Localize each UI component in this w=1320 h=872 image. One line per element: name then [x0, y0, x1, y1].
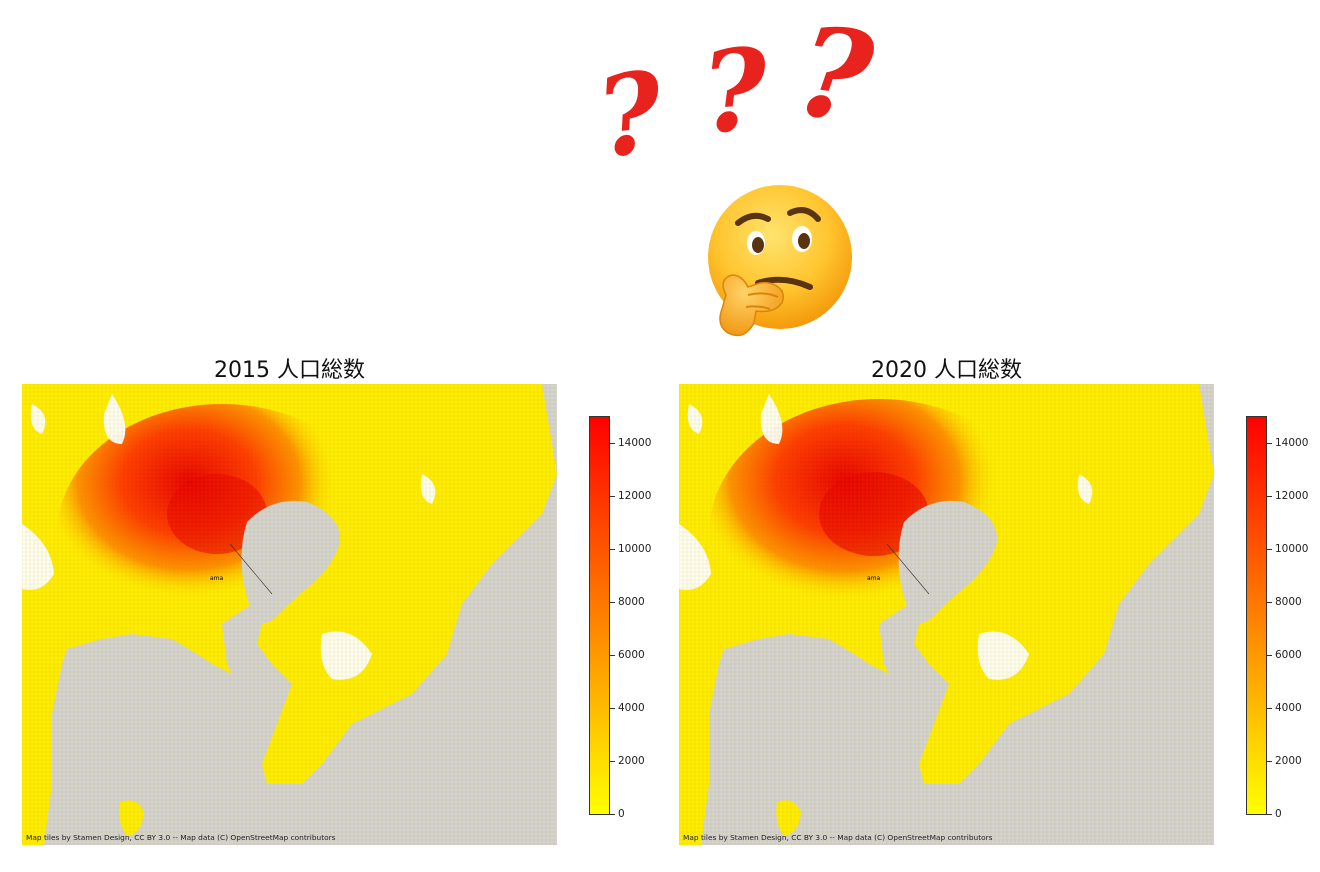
place-label: ama [210, 575, 224, 582]
colorbar-tick-label: 10000 [618, 543, 652, 555]
place-label: ama [867, 575, 881, 582]
colorbar-tick-label: 10000 [1275, 543, 1309, 555]
colorbar-tick-label: 4000 [618, 702, 645, 714]
map-panel-2015: 2015 人口総数 [22, 352, 662, 852]
map-title: 2020 人口総数 [871, 358, 1022, 383]
map-panel-2020: 2020 人口総数 [679, 352, 1319, 852]
colorbar-tick-label: 14000 [1275, 437, 1309, 449]
map-attribution: Map tiles by Stamen Design, CC BY 3.0 --… [26, 833, 336, 842]
heatmap-canvas: ama [22, 384, 557, 845]
colorbar-tick-label: 0 [618, 808, 625, 820]
question-mark-1: ? [589, 46, 672, 183]
question-mark-2: ? [697, 23, 773, 160]
map-attribution: Map tiles by Stamen Design, CC BY 3.0 --… [683, 833, 993, 842]
colorbar-tick-label: 2000 [1275, 755, 1302, 767]
colorbar-tick-label: 8000 [1275, 596, 1302, 608]
colorbar-tick-label: 0 [1275, 808, 1282, 820]
colorbar-tick-label: 2000 [618, 755, 645, 767]
colorbar-tick-label: 12000 [1275, 490, 1309, 502]
population-heatmap: ama Map tiles by Stamen Design, CC BY 3.… [22, 384, 557, 845]
colorbar-tick-label: 8000 [618, 596, 645, 608]
thinking-face-icon [708, 185, 852, 337]
colorbar-tick-label: 6000 [1275, 649, 1302, 661]
colorbar-tick-label: 12000 [618, 490, 652, 502]
question-marks: ? ? ? [589, 0, 880, 190]
colorbar-tick-label: 6000 [618, 649, 645, 661]
question-mark-3: ? [788, 0, 881, 153]
map-title: 2015 人口総数 [214, 358, 365, 383]
colorbar [589, 416, 610, 815]
colorbar-tick-label: 14000 [618, 437, 652, 449]
population-heatmap: ama Map tiles by Stamen Design, CC BY 3.… [679, 384, 1214, 845]
colorbar-tick-label: 4000 [1275, 702, 1302, 714]
heatmap-canvas: ama [679, 384, 1214, 845]
colorbar [1246, 416, 1267, 815]
